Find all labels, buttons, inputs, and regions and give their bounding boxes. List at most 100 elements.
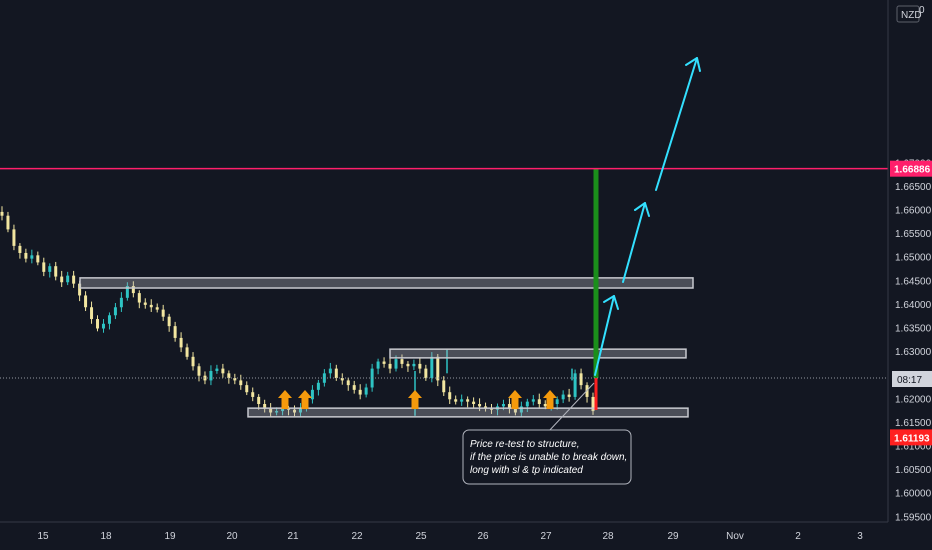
candle-body bbox=[0, 211, 4, 216]
zone-2[interactable] bbox=[247, 407, 689, 418]
price-tick-12: 1.65500 bbox=[895, 229, 932, 240]
candle-body bbox=[364, 387, 368, 395]
price-tick-14: 1.66500 bbox=[895, 182, 932, 193]
candle-body bbox=[96, 319, 100, 329]
candle-body bbox=[454, 399, 458, 402]
time-tick-6: 25 bbox=[415, 531, 427, 542]
clock-badge: 08:17 bbox=[892, 371, 932, 387]
candle-body bbox=[352, 385, 356, 390]
currency-label: NZD bbox=[901, 10, 922, 21]
time-tick-5: 22 bbox=[351, 531, 363, 542]
candle-body bbox=[137, 293, 141, 303]
candle-body bbox=[257, 396, 261, 405]
time-tick-11: Nov bbox=[726, 531, 744, 542]
candle-body bbox=[358, 389, 362, 395]
time-tick-10: 29 bbox=[667, 531, 679, 542]
candle-body bbox=[448, 392, 452, 400]
candle-body bbox=[36, 255, 40, 263]
bounce-arrow-3 bbox=[508, 390, 522, 409]
time-tick-7: 26 bbox=[477, 531, 489, 542]
candle-body bbox=[531, 399, 535, 402]
callout-pointer bbox=[547, 382, 595, 433]
candle-body bbox=[90, 307, 94, 320]
candle-body bbox=[107, 315, 111, 324]
candle-body bbox=[573, 373, 577, 397]
candle-body bbox=[442, 380, 446, 393]
time-tick-8: 27 bbox=[540, 531, 552, 542]
bounce-arrow-4 bbox=[543, 390, 557, 409]
zone-1[interactable] bbox=[389, 348, 687, 359]
candle-body bbox=[412, 363, 416, 367]
candle-body bbox=[478, 404, 482, 407]
time-tick-4: 21 bbox=[287, 531, 299, 542]
currency-badge[interactable]: NZD bbox=[896, 5, 922, 23]
candle-body bbox=[72, 275, 76, 284]
candle-body bbox=[233, 378, 237, 381]
candle-body bbox=[513, 408, 517, 413]
candle-body bbox=[525, 401, 529, 407]
candle-body bbox=[78, 283, 82, 296]
candle-body bbox=[382, 361, 386, 364]
candle-body bbox=[430, 356, 434, 379]
candle-body bbox=[66, 275, 70, 283]
candle-body bbox=[155, 307, 159, 310]
candle-body bbox=[239, 380, 243, 386]
candle-body bbox=[149, 304, 153, 308]
candle-body bbox=[490, 408, 494, 410]
currency-badge-box bbox=[896, 5, 920, 23]
annotation-box[interactable] bbox=[462, 429, 632, 485]
clock-badge-box bbox=[892, 371, 932, 387]
candle-body bbox=[298, 408, 302, 413]
candle-body bbox=[84, 295, 88, 308]
clock-label: 08:17 bbox=[897, 375, 922, 386]
target-price-badge-box bbox=[890, 160, 932, 177]
time-tick-2: 19 bbox=[164, 531, 176, 542]
arrow-head-3 bbox=[685, 57, 701, 72]
candle-body bbox=[501, 404, 505, 407]
candle-body bbox=[6, 215, 10, 230]
candles bbox=[0, 206, 595, 418]
stop-price-badge: 1.61193 bbox=[890, 429, 932, 446]
time-tick-3: 20 bbox=[226, 531, 238, 542]
candle-body bbox=[436, 356, 440, 381]
candle-body bbox=[197, 366, 201, 376]
candle-body bbox=[561, 394, 565, 400]
candle-body bbox=[400, 359, 404, 364]
time-axis-ticks: 15 18 19 20 21 22 25 26 27 28 29 Nov 2 3 bbox=[37, 531, 863, 542]
candle-body bbox=[185, 347, 189, 357]
candle-body bbox=[507, 404, 511, 409]
candle-body bbox=[555, 399, 559, 405]
candle-body bbox=[519, 406, 523, 413]
candle-body bbox=[287, 408, 291, 410]
candle-body bbox=[310, 389, 314, 400]
price-tick-8: 1.63500 bbox=[895, 323, 932, 334]
price-tick-13: 1.66000 bbox=[895, 205, 932, 216]
candle-body bbox=[245, 385, 249, 393]
candle-body bbox=[54, 266, 58, 277]
candle-body bbox=[293, 409, 297, 413]
candle-body bbox=[113, 307, 117, 316]
candle-body bbox=[143, 302, 147, 305]
time-tick-9: 28 bbox=[602, 531, 614, 542]
price-axis[interactable] bbox=[888, 0, 932, 550]
price-tick-7: 1.63000 bbox=[895, 347, 932, 358]
price-tick-3: 1.61000 bbox=[895, 441, 932, 452]
bounce-arrow-0 bbox=[278, 390, 292, 409]
price-tick-1: 1.60000 bbox=[895, 489, 932, 500]
candle-body bbox=[418, 363, 422, 369]
candle-body bbox=[346, 380, 350, 386]
candle-body bbox=[466, 399, 470, 402]
candle-body bbox=[328, 368, 332, 374]
arrow-head-1 bbox=[603, 295, 619, 310]
annotation-line-1: Price re-test to structure, bbox=[470, 439, 579, 450]
candle-body bbox=[567, 394, 571, 397]
candle-body bbox=[543, 404, 547, 407]
arrow-to-first-zone bbox=[594, 295, 615, 376]
candle-body bbox=[227, 373, 231, 379]
zone-0[interactable] bbox=[79, 277, 694, 289]
candle-body bbox=[191, 356, 195, 367]
candle-body bbox=[251, 392, 255, 397]
candle-body bbox=[131, 286, 135, 294]
price-tick-0: 1.59500 bbox=[895, 512, 932, 523]
